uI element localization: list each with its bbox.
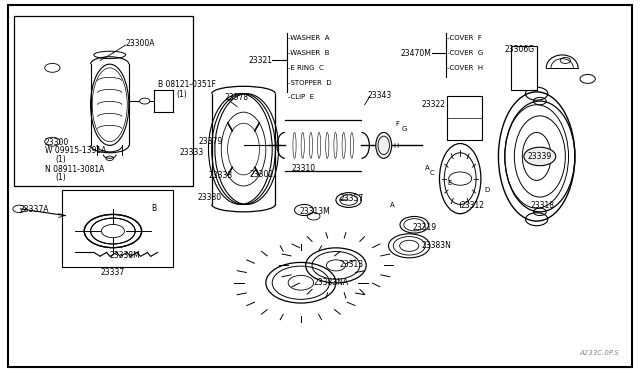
Text: (1): (1) — [56, 155, 67, 164]
Text: -E RING  C: -E RING C — [288, 65, 324, 71]
FancyBboxPatch shape — [447, 96, 483, 140]
Circle shape — [524, 147, 556, 166]
Text: B: B — [151, 204, 156, 214]
Text: 23333: 23333 — [209, 171, 233, 180]
Text: 23300A: 23300A — [125, 39, 155, 48]
Text: 23337A: 23337A — [19, 205, 49, 215]
Text: 23312: 23312 — [460, 201, 484, 210]
Text: B 08121-0351F: B 08121-0351F — [157, 80, 216, 89]
Text: 23470M: 23470M — [401, 49, 431, 58]
Text: E: E — [447, 180, 452, 186]
Text: -STOPPER  D: -STOPPER D — [288, 80, 332, 86]
FancyBboxPatch shape — [62, 190, 173, 267]
Text: -COVER  F: -COVER F — [447, 35, 483, 41]
Text: F: F — [396, 121, 400, 127]
Text: 23379: 23379 — [199, 137, 223, 146]
Text: -CLIP  E: -CLIP E — [288, 94, 314, 100]
Text: 23306G: 23306G — [505, 45, 535, 54]
Text: 23339: 23339 — [527, 152, 551, 161]
Text: 23378: 23378 — [225, 93, 248, 102]
Circle shape — [140, 98, 150, 104]
Text: W 09915-1391A: W 09915-1391A — [45, 147, 106, 155]
Text: H: H — [394, 144, 399, 150]
Text: 23343: 23343 — [368, 91, 392, 100]
Text: 23300: 23300 — [45, 138, 69, 147]
Text: 23383NA: 23383NA — [314, 278, 349, 287]
Text: 23333: 23333 — [180, 148, 204, 157]
Text: G: G — [401, 126, 407, 132]
Text: -COVER  H: -COVER H — [447, 65, 484, 71]
Text: 23357: 23357 — [339, 195, 364, 203]
Text: N 08911-3081A: N 08911-3081A — [45, 165, 104, 174]
Text: A: A — [390, 202, 394, 208]
Text: (1): (1) — [56, 173, 67, 182]
Text: 23322: 23322 — [422, 100, 446, 109]
Text: -WASHER  B: -WASHER B — [288, 50, 330, 56]
Text: 23319: 23319 — [412, 223, 436, 232]
Text: -WASHER  A: -WASHER A — [288, 35, 330, 41]
Text: 23313: 23313 — [339, 260, 364, 269]
Text: 23383N: 23383N — [422, 241, 452, 250]
Text: 23313M: 23313M — [300, 206, 330, 216]
Text: -COVER  G: -COVER G — [447, 50, 484, 56]
Text: A233C.0P.S: A233C.0P.S — [580, 350, 620, 356]
Text: (1): (1) — [177, 90, 188, 99]
Text: 23380: 23380 — [198, 193, 222, 202]
Text: 23302: 23302 — [250, 170, 274, 179]
Text: C: C — [429, 170, 434, 176]
FancyBboxPatch shape — [511, 46, 537, 90]
Text: 23337: 23337 — [100, 268, 124, 277]
Text: 23310: 23310 — [291, 164, 316, 173]
Text: D: D — [484, 187, 490, 193]
FancyBboxPatch shape — [14, 16, 193, 186]
Text: 23318: 23318 — [531, 201, 554, 210]
Text: A: A — [425, 165, 429, 171]
Ellipse shape — [376, 132, 392, 158]
Text: 23321: 23321 — [248, 56, 272, 65]
Text: 23338M: 23338M — [109, 251, 140, 260]
